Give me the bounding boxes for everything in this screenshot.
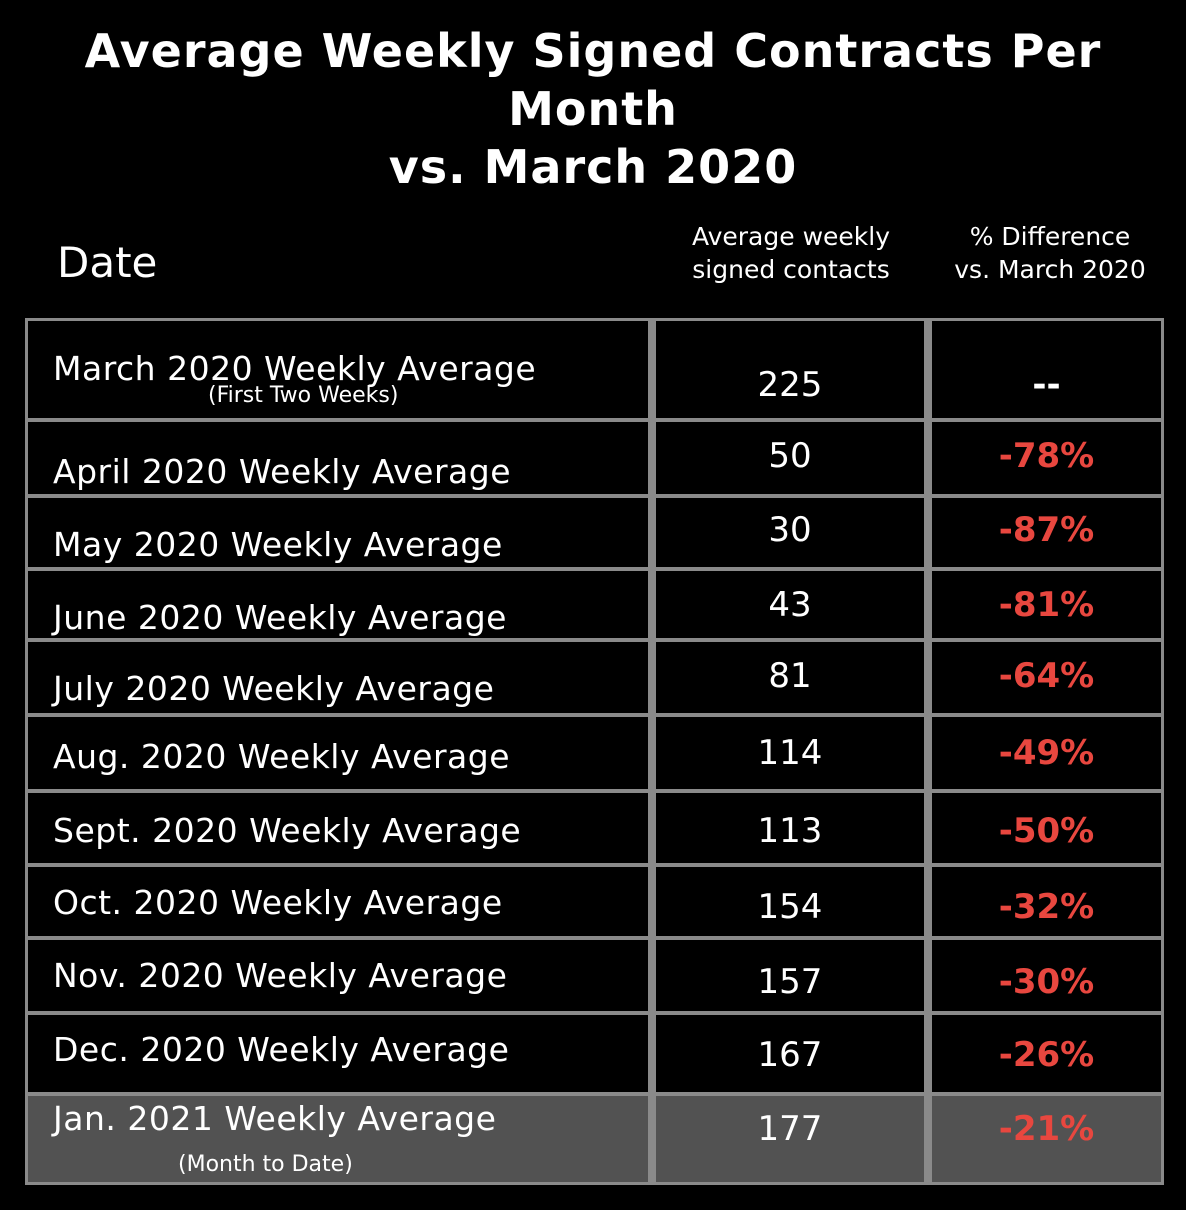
diff-header-line-1: % Difference (969, 222, 1131, 251)
date-cell: May 2020 Weekly Average (28, 498, 648, 567)
date-cell: March 2020 Weekly Average (First Two Week… (28, 321, 648, 418)
diff-cell: -78% (932, 422, 1161, 494)
row-label: Sept. 2020 Weekly Average (53, 811, 522, 850)
row-label: June 2020 Weekly Average (53, 598, 507, 637)
value-cell: 154 (656, 867, 924, 936)
value-cell: 81 (656, 642, 924, 713)
row-diff: -30% (998, 962, 1095, 1002)
value-cell: 157 (656, 940, 924, 1011)
row-diff: -78% (998, 436, 1095, 476)
row-diff: -87% (998, 510, 1095, 550)
row-label: April 2020 Weekly Average (53, 452, 511, 491)
row-value: 225 (757, 365, 823, 405)
avg-header-line-1: Average weekly (691, 222, 891, 251)
diff-header-line-2: vs. March 2020 (954, 255, 1146, 284)
row-value: 81 (768, 656, 812, 696)
row-note: (First Two Weeks) (208, 383, 399, 408)
date-cell: July 2020 Weekly Average (28, 642, 648, 713)
row-value: 43 (768, 585, 812, 625)
row-label: Jan. 2021 Weekly Average (53, 1099, 497, 1138)
row-diff: -49% (998, 733, 1095, 773)
date-cell: Jan. 2021 Weekly Average (Month to Date) (28, 1096, 648, 1182)
diff-cell: -50% (932, 793, 1161, 863)
row-value: 113 (757, 811, 823, 851)
diff-cell: -64% (932, 642, 1161, 713)
diff-cell: -81% (932, 571, 1161, 638)
row-label: Dec. 2020 Weekly Average (53, 1030, 510, 1069)
diff-cell: -21% (932, 1096, 1161, 1182)
row-value: 157 (757, 962, 823, 1002)
title-line-1: Average Weekly Signed Contracts Per Mont… (84, 24, 1102, 136)
date-cell: Aug. 2020 Weekly Average (28, 717, 648, 789)
diff-cell: -- (932, 321, 1161, 418)
date-cell: Dec. 2020 Weekly Average (28, 1015, 648, 1092)
diff-cell: -26% (932, 1015, 1161, 1092)
row-label: Aug. 2020 Weekly Average (53, 737, 511, 776)
diff-cell: -49% (932, 717, 1161, 789)
date-column-header: Date (57, 238, 158, 287)
data-table: March 2020 Weekly Average (First Two Week… (25, 318, 1164, 1185)
row-label: Oct. 2020 Weekly Average (53, 883, 503, 922)
row-label: Nov. 2020 Weekly Average (53, 956, 508, 995)
value-cell: 30 (656, 498, 924, 567)
avg-header-line-2: signed contacts (692, 255, 890, 284)
row-diff: -81% (998, 585, 1095, 625)
value-cell: 177 (656, 1096, 924, 1182)
row-diff: -21% (998, 1109, 1095, 1149)
diff-cell: -32% (932, 867, 1161, 936)
row-note: (Month to Date) (178, 1152, 353, 1177)
value-cell: 225 (656, 321, 924, 418)
row-diff: -26% (998, 1035, 1095, 1075)
date-cell: June 2020 Weekly Average (28, 571, 648, 638)
value-cell: 167 (656, 1015, 924, 1092)
date-cell: April 2020 Weekly Average (28, 422, 648, 494)
row-value: 177 (757, 1109, 823, 1149)
diff-cell: -30% (932, 940, 1161, 1011)
row-value: 114 (757, 733, 823, 773)
row-diff: -64% (998, 656, 1095, 696)
row-diff: -50% (998, 811, 1095, 851)
row-diff: -- (1032, 365, 1061, 405)
row-label: May 2020 Weekly Average (53, 525, 503, 564)
date-cell: Sept. 2020 Weekly Average (28, 793, 648, 863)
row-value: 154 (757, 887, 823, 927)
value-cell: 113 (656, 793, 924, 863)
row-value: 167 (757, 1035, 823, 1075)
row-value: 30 (768, 510, 812, 550)
row-value: 50 (768, 436, 812, 476)
diff-cell: -87% (932, 498, 1161, 567)
date-cell: Nov. 2020 Weekly Average (28, 940, 648, 1011)
chart-title: Average Weekly Signed Contracts Per Mont… (0, 22, 1186, 196)
value-cell: 50 (656, 422, 924, 494)
diff-column-header: % Difference vs. March 2020 (933, 220, 1167, 286)
value-cell: 43 (656, 571, 924, 638)
value-cell: 114 (656, 717, 924, 789)
row-label: July 2020 Weekly Average (53, 669, 495, 708)
row-label: March 2020 Weekly Average (53, 349, 537, 388)
row-diff: -32% (998, 887, 1095, 927)
avg-column-header: Average weekly signed contacts (657, 220, 925, 286)
date-cell: Oct. 2020 Weekly Average (28, 867, 648, 936)
title-line-2: vs. March 2020 (388, 140, 798, 194)
